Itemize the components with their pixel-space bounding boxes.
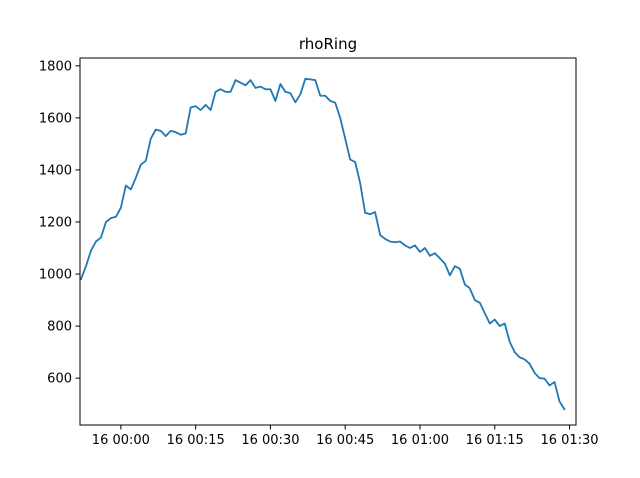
y-tick-label: 800 (47, 320, 72, 335)
x-tick-label: 16 01:15 (466, 433, 524, 448)
y-axis: 600 800 1000 1200 1400 1600 1800 (39, 59, 80, 387)
y-tick-label: 1200 (39, 215, 72, 230)
y-tick-label: 1400 (39, 163, 72, 178)
y-tick-label: 600 (47, 372, 72, 387)
x-tick-label: 16 00:45 (316, 433, 374, 448)
chart-title: rhoRing (299, 35, 357, 53)
x-tick-label: 16 00:30 (241, 433, 299, 448)
x-axis: 16 00:00 16 00:15 16 00:30 16 00:45 16 01:00… (92, 425, 599, 448)
x-tick-label: 16 00:00 (92, 433, 150, 448)
x-tick-label: 16 01:00 (391, 433, 449, 448)
y-tick-label: 1600 (39, 111, 72, 126)
axes-frame (79, 57, 577, 426)
x-tick-label: 16 00:15 (167, 433, 225, 448)
x-tick-label: 16 01:30 (540, 433, 598, 448)
y-tick-label: 1800 (39, 59, 72, 74)
series-line (80, 77, 566, 411)
plot-area (80, 77, 566, 411)
y-tick-label: 1000 (39, 268, 72, 283)
